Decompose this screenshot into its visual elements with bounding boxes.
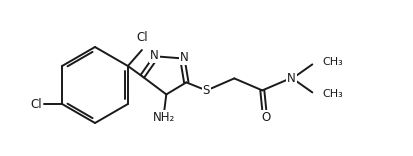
Text: S: S [203,84,210,97]
Text: O: O [262,111,271,124]
Text: N: N [287,72,296,85]
Text: Cl: Cl [136,31,148,44]
Text: N: N [150,49,159,62]
Text: N: N [180,51,189,64]
Text: CH₃: CH₃ [322,57,343,67]
Text: Cl: Cl [31,98,42,110]
Text: NH₂: NH₂ [153,111,176,124]
Text: CH₃: CH₃ [322,89,343,99]
